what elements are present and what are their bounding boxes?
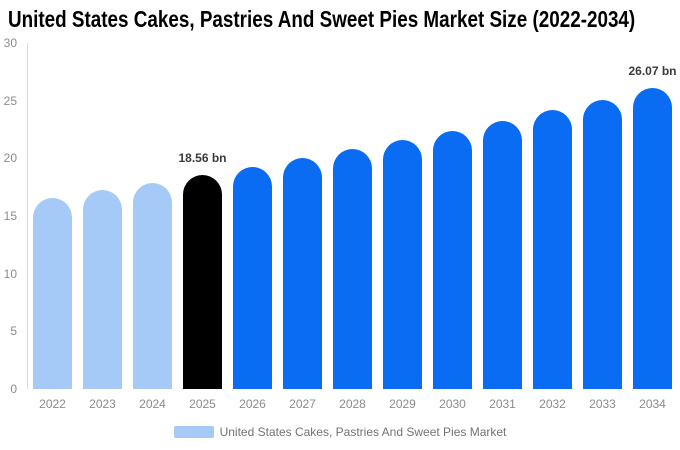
bar-2027[interactable] bbox=[283, 158, 322, 389]
x-axis-label: 2030 bbox=[439, 397, 466, 411]
x-axis-label: 2029 bbox=[389, 397, 416, 411]
bar-2024[interactable] bbox=[133, 182, 172, 389]
y-axis-tick-label: 30 bbox=[3, 36, 17, 50]
x-axis-label: 2024 bbox=[139, 397, 166, 411]
y-axis-tick-label: 10 bbox=[3, 266, 17, 281]
bar-2029[interactable] bbox=[383, 140, 422, 389]
legend-swatch bbox=[173, 426, 214, 438]
y-axis-line bbox=[27, 43, 28, 389]
x-axis-label: 2033 bbox=[589, 397, 616, 411]
bar-2034[interactable] bbox=[633, 88, 672, 389]
bar-2025[interactable] bbox=[183, 174, 222, 389]
y-axis-tick-label: 0 bbox=[10, 382, 17, 396]
x-axis-label: 2032 bbox=[539, 397, 566, 411]
x-axis-label: 2023 bbox=[89, 397, 116, 411]
y-axis-tick-label: 25 bbox=[3, 93, 17, 108]
legend[interactable]: United States Cakes, Pastries And Sweet … bbox=[0, 424, 680, 440]
bar-value-label: 26.07 bn bbox=[628, 64, 677, 79]
bar-value-label: 18.56 bn bbox=[178, 150, 227, 165]
bar-2031[interactable] bbox=[483, 120, 522, 389]
chart-title: United States Cakes, Pastries And Sweet … bbox=[8, 6, 636, 32]
y-axis-tick-label: 20 bbox=[3, 151, 17, 166]
x-axis-label: 2027 bbox=[289, 397, 316, 411]
x-axis-label: 2031 bbox=[489, 397, 516, 411]
bar-2026[interactable] bbox=[233, 166, 272, 389]
y-axis-tick-label: 15 bbox=[3, 209, 17, 223]
bar-2030[interactable] bbox=[433, 130, 472, 389]
x-axis-label: 2034 bbox=[639, 397, 666, 411]
x-axis-label: 2025 bbox=[189, 397, 216, 411]
legend-label: United States Cakes, Pastries And Sweet … bbox=[219, 425, 507, 439]
x-axis-label: 2028 bbox=[339, 397, 366, 411]
x-axis-label: 2022 bbox=[39, 397, 66, 411]
y-axis-tick-label: 5 bbox=[10, 324, 17, 339]
bar-2023[interactable] bbox=[83, 190, 122, 389]
bar-2028[interactable] bbox=[333, 149, 372, 389]
bar-2032[interactable] bbox=[533, 110, 572, 389]
x-axis-label: 2026 bbox=[239, 397, 266, 411]
bar-2033[interactable] bbox=[583, 99, 622, 389]
bar-2022[interactable] bbox=[33, 197, 72, 389]
